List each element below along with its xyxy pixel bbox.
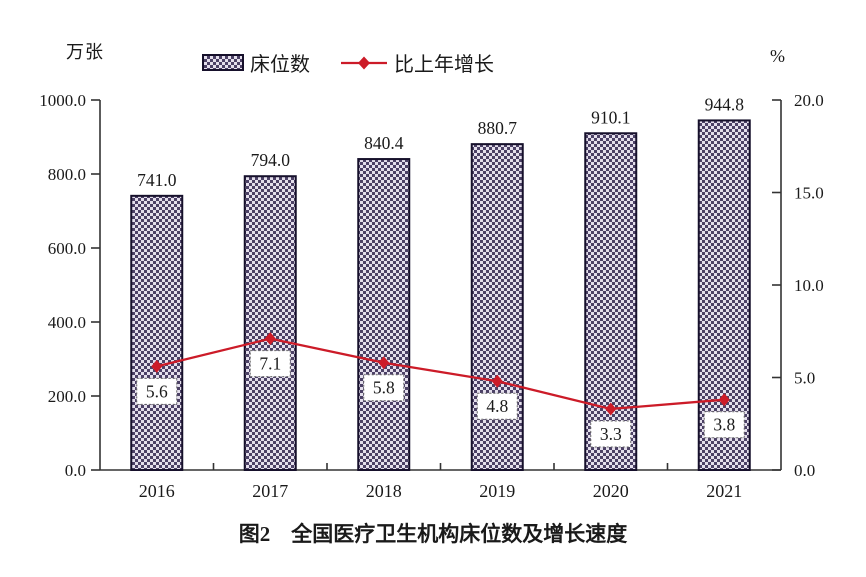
line-value-box	[249, 350, 291, 378]
bar-value-label: 880.7	[478, 118, 518, 138]
line-marker-2016	[151, 359, 163, 373]
bar-2019	[470, 143, 524, 472]
right-axis-tick-label: 10.0	[794, 276, 824, 295]
line-value-label: 3.8	[713, 415, 735, 435]
bar-2017	[243, 175, 297, 471]
bar-value-label: 741.0	[137, 170, 177, 190]
x-axis-category-label: 2019	[479, 481, 515, 501]
figure-title: 图2 全国医疗卫生机构床位数及增长速度	[238, 522, 628, 546]
left-axis-tick-label: 0.0	[65, 461, 86, 480]
line-value-box	[703, 411, 745, 439]
left-axis-unit-label: 万张	[66, 42, 104, 62]
legend-item-beds: 床位数	[202, 48, 310, 77]
right-axis-tick-label: 5.0	[794, 369, 815, 388]
line-value-box	[363, 374, 405, 402]
x-axis-category-label: 2017	[252, 481, 288, 501]
line-value-box	[476, 392, 518, 420]
bar-2018	[357, 158, 411, 471]
bar-2016	[130, 194, 184, 472]
legend-label-growth: 比上年增长	[394, 54, 494, 76]
bar-value-label: 840.4	[364, 133, 404, 153]
x-axis-category-label: 2021	[706, 481, 742, 501]
bar-series-swatch-icon	[202, 54, 244, 71]
line-marker-2020	[605, 402, 617, 416]
bar-2020	[584, 132, 638, 471]
line-value-box	[590, 420, 632, 448]
left-axis-tick-label: 1000.0	[39, 91, 86, 110]
line-marker-2017	[264, 332, 276, 346]
bar-value-label: 910.1	[591, 107, 630, 127]
line-value-label: 7.1	[259, 354, 281, 374]
right-axis-tick-label: 15.0	[794, 184, 824, 203]
line-marker-2018	[378, 356, 390, 370]
left-axis-tick-label: 800.0	[48, 165, 86, 184]
x-axis-category-label: 2018	[366, 481, 402, 501]
bar-value-label: 944.8	[705, 94, 745, 114]
line-marker-2019	[491, 374, 503, 388]
line-series-swatch-icon	[341, 56, 387, 69]
bar-value-label: 794.0	[251, 150, 291, 170]
line-marker-2021	[718, 393, 730, 407]
right-axis-tick-label: 20.0	[794, 91, 824, 110]
chart-legend: 床位数 比上年增长	[202, 48, 494, 77]
x-axis-category-label: 2020	[593, 481, 629, 501]
line-value-label: 5.8	[373, 378, 395, 398]
x-axis-category-label: 2016	[139, 481, 175, 501]
left-axis-tick-label: 200.0	[48, 387, 86, 406]
left-axis-tick-label: 600.0	[48, 239, 86, 258]
line-value-label: 4.8	[486, 396, 508, 416]
legend-item-growth: 比上年增长	[340, 48, 494, 77]
line-value-label: 5.6	[146, 381, 168, 401]
legend-label-beds: 床位数	[250, 54, 310, 76]
line-value-label: 3.3	[600, 424, 622, 444]
growth-line	[156, 337, 725, 411]
right-axis-unit-label: %	[770, 46, 785, 66]
left-axis-tick-label: 400.0	[48, 313, 86, 332]
right-axis-tick-label: 0.0	[794, 461, 815, 480]
line-value-box	[136, 377, 178, 405]
